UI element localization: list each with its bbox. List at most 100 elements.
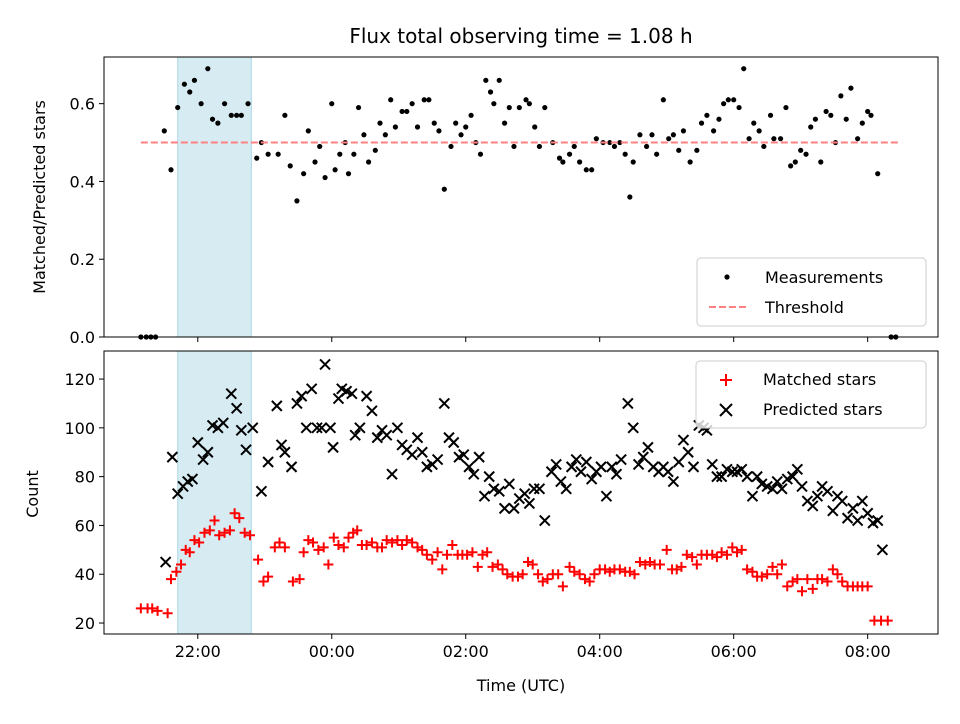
measurement-point xyxy=(654,151,660,157)
measurement-point xyxy=(463,124,469,130)
matched-star-point xyxy=(687,552,698,563)
matched-star-point xyxy=(204,525,215,536)
matched-star-point xyxy=(269,542,280,553)
measurement-point xyxy=(617,139,623,146)
measurement-point xyxy=(312,159,318,165)
matched-star-point xyxy=(472,561,483,572)
measurement-point xyxy=(704,112,710,118)
predicted-star-point xyxy=(667,475,680,488)
matched-star-point xyxy=(661,544,672,555)
legend-predicted-marker xyxy=(719,403,733,417)
y-tick-label: 0.4 xyxy=(70,172,95,191)
y-tick-label: 80 xyxy=(75,468,95,487)
predicted-star-point xyxy=(324,422,337,434)
measurement-point xyxy=(361,132,367,138)
measurement-point xyxy=(426,97,432,103)
matched-star-point xyxy=(721,549,732,560)
measurement-point xyxy=(607,139,613,146)
measurement-point xyxy=(560,159,566,165)
measurement-point xyxy=(516,104,522,111)
predicted-star-point xyxy=(311,422,323,434)
matched-star-point xyxy=(756,571,767,582)
matched-star-point xyxy=(427,554,438,565)
predicted-star-point xyxy=(498,502,511,515)
top-y-axis-label: Matched/Predicted stars xyxy=(30,100,49,294)
measurement-point xyxy=(771,136,777,142)
measurement-point xyxy=(746,136,752,142)
matched-star-point xyxy=(328,532,339,543)
measurement-point xyxy=(848,85,854,91)
y-tick-label: 120 xyxy=(64,370,95,389)
measurement-point xyxy=(818,159,824,165)
predicted-star-point xyxy=(575,466,587,478)
measurement-point xyxy=(234,112,240,118)
predicted-star-point xyxy=(438,397,451,410)
measurement-point xyxy=(536,143,543,150)
matched-star-point xyxy=(792,574,803,585)
measurement-point xyxy=(441,186,447,192)
predicted-star-point xyxy=(637,451,649,463)
matched-star-point xyxy=(589,569,600,580)
measurement-point xyxy=(761,143,767,150)
measurement-point xyxy=(859,120,865,126)
predicted-star-point xyxy=(391,422,404,434)
measurement-point xyxy=(812,116,819,122)
measurement-point xyxy=(637,132,643,138)
measurement-point xyxy=(798,147,804,153)
predicted-star-point xyxy=(533,483,546,495)
top-axes-frame xyxy=(103,56,939,338)
measurement-point xyxy=(511,143,517,150)
matched-star-point xyxy=(313,544,324,555)
bottom-legend: Matched stars Predicted stars xyxy=(695,360,927,429)
matched-star-point xyxy=(392,535,403,546)
predicted-star-point xyxy=(736,463,748,476)
measurement-point xyxy=(556,155,563,161)
matched-star-point xyxy=(366,537,377,548)
matched-star-point xyxy=(407,537,418,548)
measurement-point xyxy=(453,120,459,126)
matched-star-point xyxy=(807,583,818,594)
measurement-point xyxy=(566,151,573,157)
measurement-point xyxy=(725,97,731,103)
matched-star-point xyxy=(727,542,738,553)
measurement-point xyxy=(644,143,650,150)
matched-star-point xyxy=(802,574,813,585)
predicted-star-point xyxy=(565,461,578,473)
predicted-star-point xyxy=(360,390,373,402)
measurement-point xyxy=(265,151,271,157)
measurement-point xyxy=(649,132,655,138)
predicted-star-point xyxy=(197,453,209,466)
measurement-point xyxy=(630,159,636,165)
measurement-point xyxy=(731,97,737,103)
measurement-point xyxy=(506,104,512,111)
legend-matched-label: Matched stars xyxy=(763,370,876,389)
matched-star-point xyxy=(401,535,412,546)
measurement-point xyxy=(458,132,464,138)
predicted-star-point xyxy=(811,490,824,502)
predicted-star-point xyxy=(371,431,384,444)
predicted-star-point xyxy=(346,387,358,400)
measurement-point xyxy=(680,128,687,134)
predicted-star-point xyxy=(539,514,551,527)
predicted-star-point xyxy=(518,488,531,500)
legend-measurements-marker xyxy=(724,274,730,280)
matched-star-point xyxy=(747,566,758,577)
predicted-star-point xyxy=(235,424,248,436)
predicted-star-point xyxy=(271,400,283,412)
predicted-star-point xyxy=(682,446,694,458)
matched-star-point xyxy=(553,569,564,580)
matched-star-point xyxy=(387,537,398,548)
bottom-y-ticks: 20 40 60 80 100 120 xyxy=(64,370,104,633)
predicted-star-point xyxy=(622,397,634,410)
predicted-star-point xyxy=(279,446,291,458)
predicted-stars-points xyxy=(159,358,889,568)
matched-star-point xyxy=(467,547,478,558)
matched-star-point xyxy=(199,527,210,538)
matched-star-point xyxy=(462,549,473,560)
y-tick-label: 0.2 xyxy=(70,250,95,269)
measurement-point xyxy=(228,112,234,118)
x-tick-label: 00:00 xyxy=(309,642,355,661)
predicted-star-point xyxy=(746,490,759,502)
matched-star-point xyxy=(533,569,544,580)
matched-star-point xyxy=(542,574,553,585)
